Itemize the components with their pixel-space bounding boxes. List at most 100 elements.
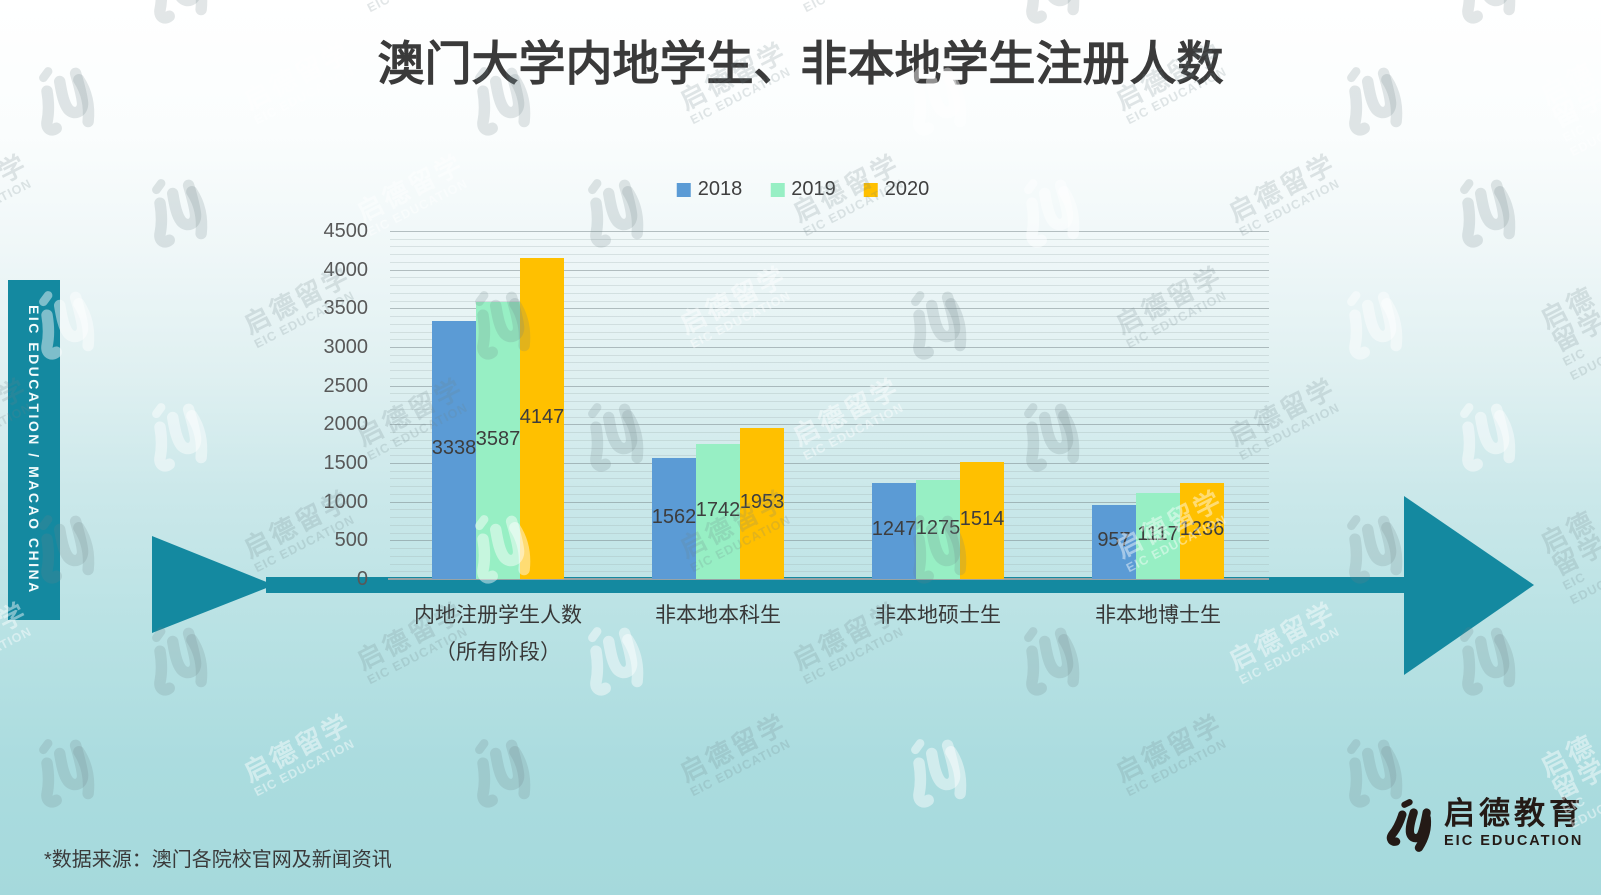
sidebar-label: EIC EDUCATION / MACAO CHINA <box>26 305 42 595</box>
legend-label: 2020 <box>884 178 930 200</box>
gridline-minor <box>390 509 1269 511</box>
eic-mark-icon <box>1347 291 1403 360</box>
y-tick-label: 4500 <box>323 220 369 242</box>
gridline-major <box>390 540 1269 542</box>
y-axis-labels: 0 500 1000 1500 2000 2500 3000 3500 4000 4500 <box>276 220 369 590</box>
watermark-mark-icon <box>446 722 549 830</box>
eic-mark-icon <box>1386 799 1432 852</box>
gridline-minor <box>390 261 1269 263</box>
gridline-minor <box>390 470 1269 472</box>
bar-value-label: 1236 <box>1179 518 1225 540</box>
gridline-minor <box>390 246 1269 248</box>
bar-2020-0 <box>520 258 564 579</box>
bar-value-label: 1953 <box>739 490 785 513</box>
legend-swatch <box>863 182 878 197</box>
bar-2020-2 <box>960 462 1004 579</box>
bar-value-label: 1562 <box>651 505 697 528</box>
legend-item-2018: 2018 <box>676 178 743 201</box>
watermark-mark-icon <box>10 722 113 830</box>
gridline-minor <box>390 238 1269 240</box>
watermark-mark-icon <box>123 162 226 270</box>
bar-value-label: 1247 <box>871 518 917 540</box>
eic-flame-icon <box>1379 797 1435 855</box>
y-tick-label: 3500 <box>323 297 369 320</box>
gridline-major <box>390 463 1269 464</box>
bar-value-label: 3587 <box>475 427 521 450</box>
chart-title: 澳门大学内地学生、非本地学生注册人数 <box>377 37 1224 90</box>
eic-mark-icon <box>152 403 208 472</box>
gridline-minor <box>390 532 1269 534</box>
bar-2019-3 <box>1136 493 1180 579</box>
y-tick-label: 1500 <box>323 452 369 474</box>
gridline-major <box>390 231 1269 232</box>
bar-value-label: 3338 <box>431 437 477 459</box>
gridline-minor <box>390 563 1269 565</box>
gridline-minor <box>390 548 1269 550</box>
bar-value-label: 1742 <box>695 498 741 521</box>
bar-value-label: 957 <box>1097 529 1131 551</box>
legend-swatch <box>770 182 785 197</box>
eic-mark-icon <box>911 739 967 808</box>
gridline-minor <box>390 447 1269 449</box>
source-note: *数据来源：澳门各院校官网及新闻资讯 <box>44 849 392 871</box>
eic-mark-icon <box>39 739 95 808</box>
bar-value-label: 1514 <box>959 507 1005 530</box>
category-label: 非本地博士生 <box>1095 604 1221 627</box>
y-tick-label: 4000 <box>323 258 369 281</box>
bar-2019-1 <box>696 444 740 579</box>
gridline-minor <box>390 416 1269 418</box>
eic-mark-icon <box>1460 179 1516 248</box>
gridline-major <box>390 269 1269 271</box>
legend-label: 2018 <box>697 178 743 200</box>
bar-2018-3 <box>1092 505 1136 579</box>
bar-2018-2 <box>872 483 916 579</box>
legend-swatch <box>676 182 691 197</box>
y-tick-label: 1000 <box>323 490 369 513</box>
category-label: 非本地本科生 <box>655 604 781 627</box>
gridline-major <box>390 385 1269 387</box>
gridline-minor <box>390 370 1269 372</box>
watermark-mark-icon <box>123 610 226 718</box>
gridline-major <box>390 347 1269 348</box>
bar-2019-0 <box>476 302 520 579</box>
category-label: 内地注册学生人数 （所有阶段） <box>414 604 582 664</box>
gridline-minor <box>390 300 1269 302</box>
gridline-major <box>390 424 1269 426</box>
legend-item-2020: 2020 <box>863 178 930 201</box>
gridline-minor <box>390 354 1269 356</box>
gridline-minor <box>390 393 1269 395</box>
footer-logo-cn: 启德教育 <box>1444 796 1584 831</box>
gridline-minor <box>390 493 1269 495</box>
gridline-minor <box>390 432 1269 434</box>
sidebar-ribbon: EIC EDUCATION / MACAO CHINA <box>8 280 60 620</box>
eic-mark-icon <box>152 627 208 696</box>
gridline-major <box>390 308 1269 310</box>
gridline-minor <box>390 316 1269 318</box>
y-tick-label: 2000 <box>323 413 369 436</box>
y-tick-label: 3000 <box>323 336 369 358</box>
plot-area: 3338 1562 1247 957 3587 1742 1275 1117 4147 1953 1… <box>388 231 1269 580</box>
gridline-minor <box>390 478 1269 480</box>
bar-2018-1 <box>652 458 696 579</box>
bar-2020-3 <box>1180 483 1224 579</box>
eic-mark-icon <box>1347 515 1403 584</box>
bar-value-label: 1117 <box>1137 523 1179 545</box>
gridline-minor <box>390 323 1269 325</box>
watermark-mark-icon <box>1318 274 1421 382</box>
gridline-minor <box>390 517 1269 519</box>
footer-logo: 启德教育 EIC EDUCATION <box>1379 797 1584 855</box>
legend-label: 2019 <box>791 178 836 200</box>
gridline-minor <box>390 408 1269 410</box>
